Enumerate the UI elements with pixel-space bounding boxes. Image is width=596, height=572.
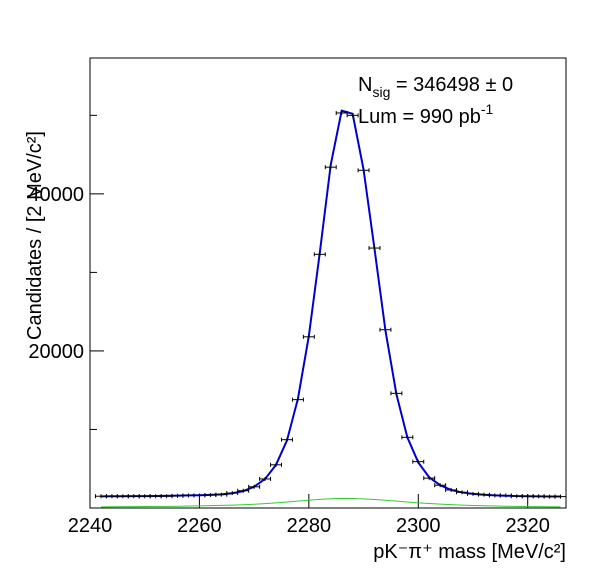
data-point xyxy=(434,483,447,488)
data-point xyxy=(291,397,304,402)
data-point xyxy=(445,487,458,492)
plot-frame xyxy=(89,57,567,509)
data-point xyxy=(554,494,567,499)
y-tick-label: 40000 xyxy=(28,184,84,206)
data-point xyxy=(302,334,315,339)
data-point xyxy=(423,476,436,481)
data-point xyxy=(237,488,250,493)
data-point xyxy=(259,476,272,481)
data-point xyxy=(313,252,326,257)
data-point xyxy=(368,246,381,251)
data-point xyxy=(379,327,392,332)
data-point xyxy=(390,391,403,396)
x-tick-label: 2300 xyxy=(396,515,441,537)
nsig-annotation: Nsig = 346498 ± 0 xyxy=(358,74,513,100)
x-axis-label: pK⁻π⁺ mass [MeV/c²] xyxy=(373,541,566,563)
data-point xyxy=(270,462,282,467)
data-point xyxy=(357,168,370,173)
data-point xyxy=(324,165,337,170)
data-point xyxy=(401,435,414,440)
x-tick-label: 2320 xyxy=(505,515,550,537)
data-point xyxy=(412,459,425,464)
x-tick-label: 2260 xyxy=(177,515,222,537)
y-axis-label: Candidates / [2 MeV/c²] xyxy=(24,131,46,340)
x-tick-label: 2280 xyxy=(287,515,332,537)
x-tick-label: 2240 xyxy=(68,515,113,537)
data-point xyxy=(248,484,261,489)
data-point xyxy=(346,113,359,118)
background-curve xyxy=(100,497,561,508)
lum-annotation: Lum = 990 pb-1 xyxy=(358,101,494,128)
data-point xyxy=(215,492,228,497)
y-tick-label: 20000 xyxy=(28,341,84,363)
data-point xyxy=(280,437,293,442)
